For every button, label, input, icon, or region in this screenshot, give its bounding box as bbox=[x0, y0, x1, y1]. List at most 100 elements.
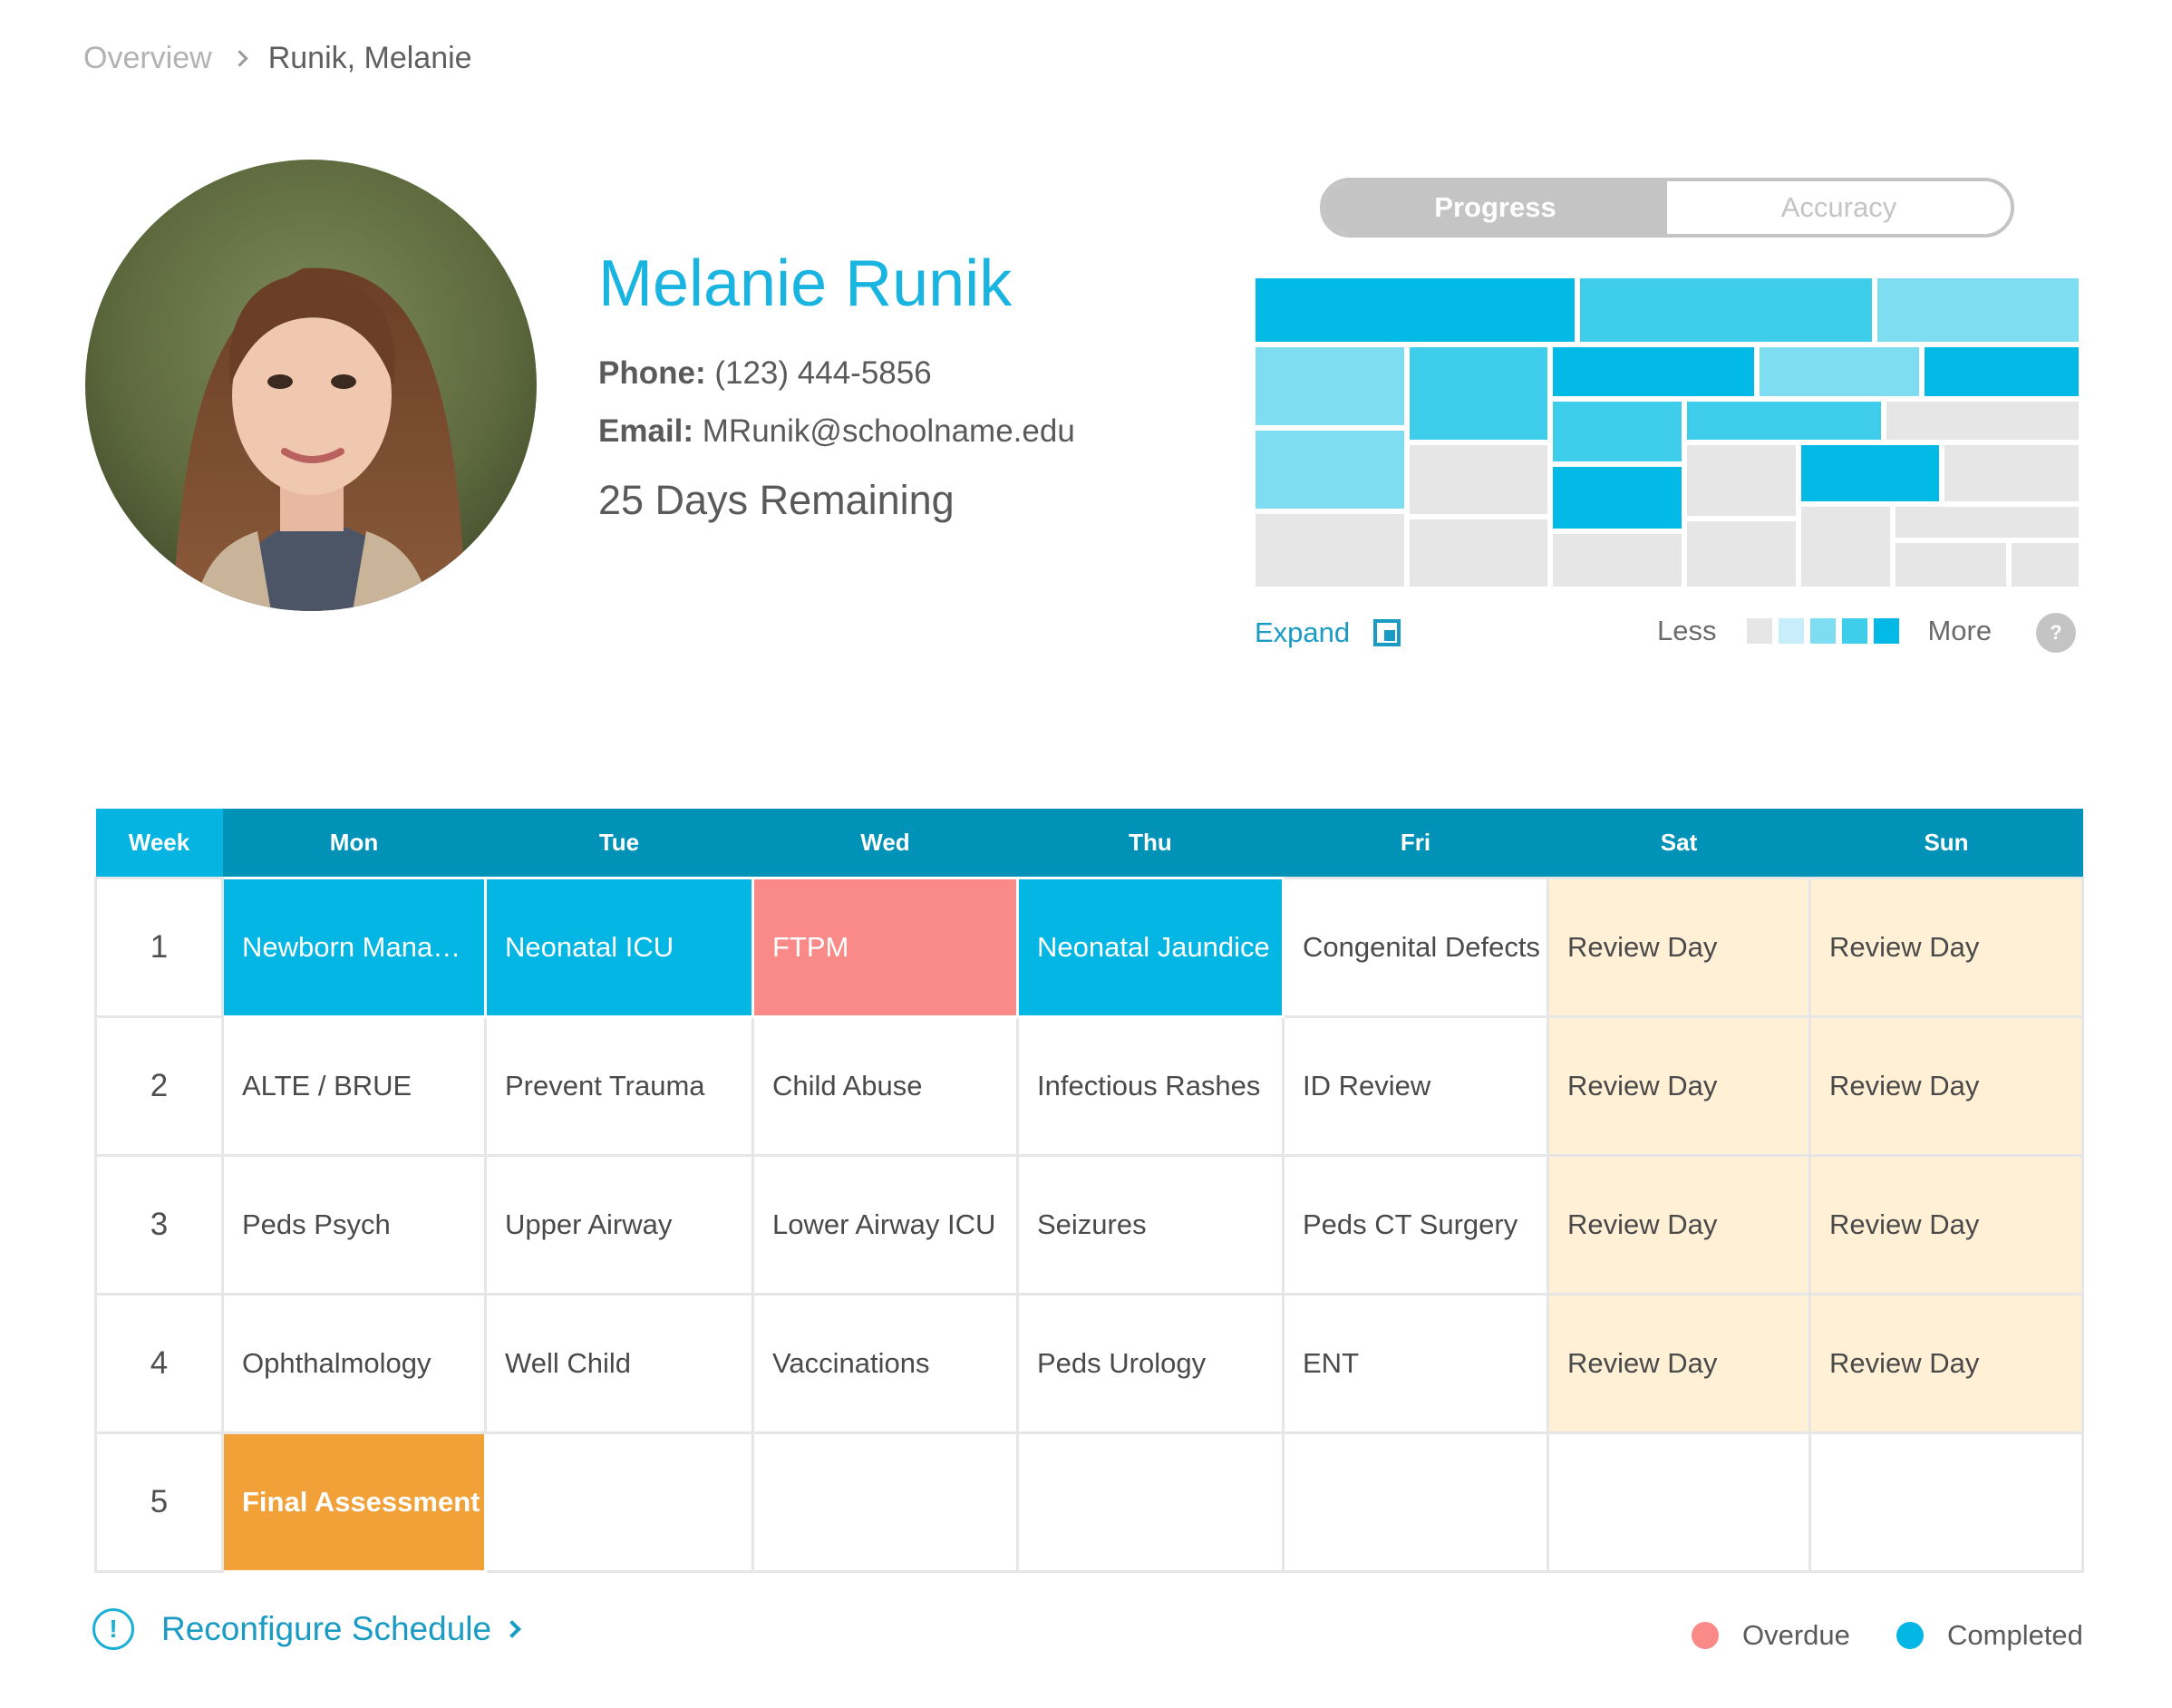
expand-icon[interactable] bbox=[1373, 619, 1401, 646]
progress-accuracy-toggle[interactable]: Progress Accuracy bbox=[1320, 178, 2014, 238]
table-row: 3 Peds Psych Upper Airway Lower Airway I… bbox=[94, 1153, 2084, 1296]
treemap-cell[interactable] bbox=[1942, 442, 2081, 504]
schedule-cell[interactable]: Congenital Defects bbox=[1282, 876, 1549, 1018]
header-sat: Sat bbox=[1547, 809, 1810, 878]
treemap-cell[interactable] bbox=[2009, 540, 2081, 589]
treemap-cell[interactable] bbox=[1893, 540, 2009, 589]
treemap-cell[interactable] bbox=[1684, 442, 1799, 519]
week-number: 1 bbox=[94, 876, 224, 1018]
treemap-cell[interactable] bbox=[1550, 345, 1757, 399]
schedule-cell[interactable]: Well Child bbox=[484, 1292, 754, 1434]
breadcrumb-overview-link[interactable]: Overview bbox=[83, 40, 212, 75]
progress-treemap[interactable] bbox=[1253, 276, 2081, 589]
schedule-cell[interactable]: Lower Airway ICU bbox=[751, 1153, 1019, 1296]
phone-label: Phone: bbox=[598, 355, 706, 391]
schedule-cell[interactable]: Vaccinations bbox=[751, 1292, 1019, 1434]
schedule-cell[interactable]: Newborn Mana… bbox=[221, 876, 487, 1018]
schedule-cell[interactable] bbox=[1547, 1431, 1811, 1573]
table-row: 5 Final Assessment bbox=[94, 1431, 2084, 1573]
schedule-cell[interactable]: Review Day bbox=[1808, 876, 2084, 1018]
schedule-cell[interactable]: Ophthalmology bbox=[221, 1292, 487, 1434]
schedule-cell[interactable]: Final Assessment bbox=[221, 1431, 487, 1573]
reconfigure-label[interactable]: Reconfigure Schedule bbox=[161, 1610, 492, 1647]
schedule-cell[interactable]: Review Day bbox=[1808, 1014, 2084, 1157]
schedule-cell[interactable]: Review Day bbox=[1547, 876, 1811, 1018]
legend-swatch bbox=[1747, 618, 1773, 644]
expand-link[interactable]: Expand bbox=[1255, 616, 1401, 649]
schedule-cell[interactable]: ENT bbox=[1282, 1292, 1549, 1434]
treemap-cell[interactable] bbox=[1550, 464, 1684, 531]
treemap-cell[interactable] bbox=[1407, 345, 1550, 442]
expand-label[interactable]: Expand bbox=[1255, 616, 1351, 648]
phone-row: Phone: (123) 444-5856 bbox=[598, 355, 932, 392]
treemap-cell[interactable] bbox=[1799, 504, 1893, 589]
treemap-cell[interactable] bbox=[1757, 345, 1922, 399]
email-label: Email: bbox=[598, 413, 694, 449]
schedule-cell[interactable]: Prevent Trauma bbox=[484, 1014, 754, 1157]
schedule-cell[interactable]: Neonatal ICU bbox=[484, 876, 754, 1018]
treemap-cell[interactable] bbox=[1799, 442, 1942, 504]
treemap-cell[interactable] bbox=[1893, 504, 2081, 540]
header-thu: Thu bbox=[1017, 809, 1284, 878]
schedule-cell[interactable]: ALTE / BRUE bbox=[221, 1014, 487, 1157]
schedule-cell[interactable]: Peds CT Surgery bbox=[1282, 1153, 1549, 1296]
toggle-accuracy[interactable]: Accuracy bbox=[1667, 181, 2011, 234]
header-fri: Fri bbox=[1283, 809, 1548, 878]
reconfigure-schedule-link[interactable]: ! Reconfigure Schedule bbox=[92, 1608, 521, 1650]
email-value[interactable]: MRunik@schoolname.edu bbox=[702, 413, 1075, 449]
overdue-dot-icon bbox=[1692, 1622, 1719, 1649]
legend-more-label: More bbox=[1927, 615, 1993, 646]
treemap-cell[interactable] bbox=[1407, 442, 1550, 517]
toggle-progress[interactable]: Progress bbox=[1324, 181, 1667, 234]
profile-photo bbox=[85, 160, 537, 611]
legend-swatch bbox=[1842, 618, 1868, 644]
week-number: 2 bbox=[94, 1014, 224, 1157]
schedule-cell[interactable]: Review Day bbox=[1547, 1014, 1811, 1157]
treemap-cell[interactable] bbox=[1684, 399, 1884, 442]
table-row: 1 Newborn Mana… Neonatal ICU FTPM Neonat… bbox=[94, 876, 2084, 1018]
schedule-cell[interactable]: Review Day bbox=[1808, 1292, 2084, 1434]
schedule-table: Week Mon Tue Wed Thu Fri Sat Sun 1 Newbo… bbox=[94, 809, 2084, 1573]
week-number: 4 bbox=[94, 1292, 224, 1434]
schedule-cell[interactable]: Peds Psych bbox=[221, 1153, 487, 1296]
treemap-cell[interactable] bbox=[1253, 276, 1577, 345]
schedule-cell[interactable]: Review Day bbox=[1808, 1153, 2084, 1296]
schedule-cell[interactable]: Seizures bbox=[1016, 1153, 1285, 1296]
schedule-cell[interactable] bbox=[484, 1431, 754, 1573]
legend-swatches bbox=[1747, 618, 1905, 644]
schedule-cell[interactable]: Peds Urology bbox=[1016, 1292, 1285, 1434]
schedule-cell[interactable] bbox=[1016, 1431, 1285, 1573]
week-number: 5 bbox=[94, 1431, 224, 1573]
schedule-cell[interactable]: Neonatal Jaundice bbox=[1016, 876, 1285, 1018]
legend-swatch bbox=[1810, 618, 1837, 644]
treemap-cell[interactable] bbox=[1253, 345, 1407, 428]
treemap-cell[interactable] bbox=[1253, 511, 1407, 589]
chevron-right-icon bbox=[228, 44, 256, 72]
schedule-cell[interactable]: ID Review bbox=[1282, 1014, 1549, 1157]
help-icon[interactable]: ? bbox=[2036, 613, 2076, 653]
treemap-cell[interactable] bbox=[1253, 428, 1407, 511]
legend-completed: Completed bbox=[1896, 1619, 2083, 1652]
treemap-cell[interactable] bbox=[1577, 276, 1875, 345]
schedule-cell[interactable]: Review Day bbox=[1547, 1153, 1811, 1296]
chevron-right-icon[interactable] bbox=[503, 1620, 521, 1638]
legend-swatch bbox=[1874, 618, 1900, 644]
treemap-cell[interactable] bbox=[1684, 519, 1799, 589]
schedule-cell[interactable]: Review Day bbox=[1547, 1292, 1811, 1434]
schedule-cell[interactable] bbox=[1808, 1431, 2084, 1573]
schedule-cell[interactable]: FTPM bbox=[751, 876, 1019, 1018]
alert-circle-icon: ! bbox=[92, 1608, 134, 1650]
treemap-cell[interactable] bbox=[1550, 531, 1684, 589]
treemap-cell[interactable] bbox=[1407, 517, 1550, 589]
schedule-cell[interactable]: Child Abuse bbox=[751, 1014, 1019, 1157]
treemap-cell[interactable] bbox=[1875, 276, 2081, 345]
treemap-cell[interactable] bbox=[1922, 345, 2081, 399]
schedule-cell[interactable]: Upper Airway bbox=[484, 1153, 754, 1296]
schedule-cell[interactable]: Infectious Rashes bbox=[1016, 1014, 1285, 1157]
schedule-cell[interactable] bbox=[751, 1431, 1019, 1573]
treemap-cell[interactable] bbox=[1884, 399, 2081, 442]
header-mon: Mon bbox=[222, 809, 486, 878]
treemap-cell[interactable] bbox=[1550, 399, 1684, 464]
schedule-cell[interactable] bbox=[1282, 1431, 1549, 1573]
breadcrumb: Overview Runik, Melanie bbox=[83, 38, 472, 78]
